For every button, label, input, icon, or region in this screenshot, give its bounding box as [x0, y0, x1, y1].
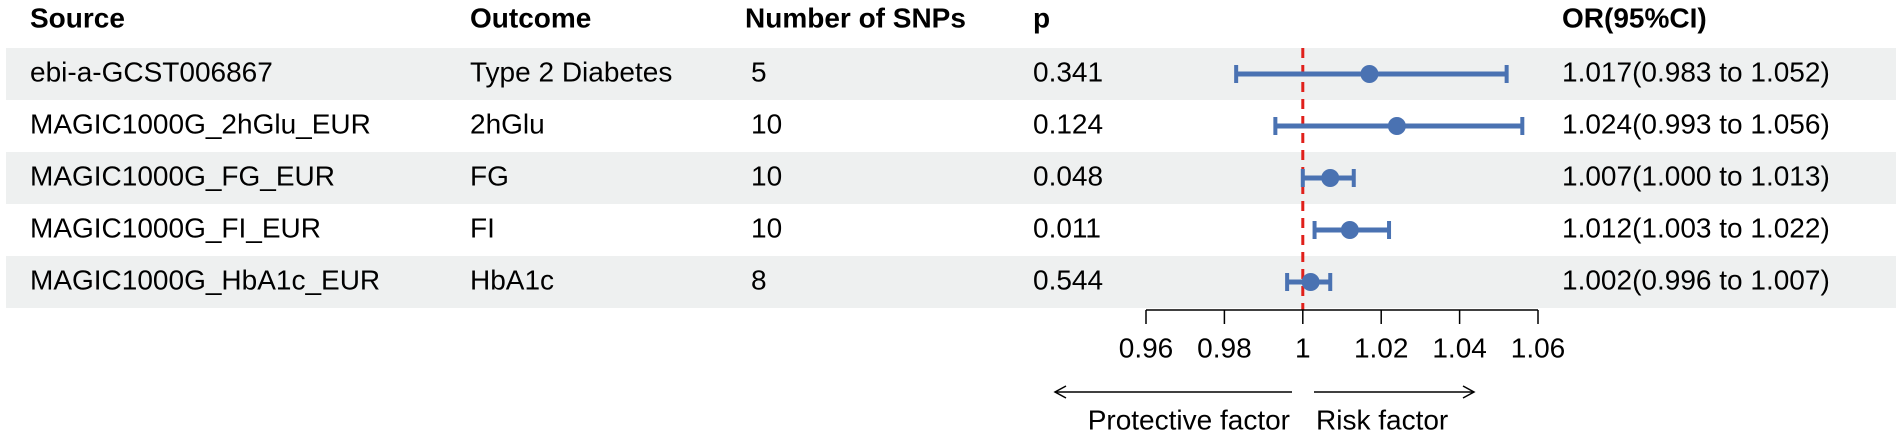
n-snps: 5 [751, 56, 767, 87]
source: MAGIC1000G_FG_EUR [30, 160, 335, 191]
source: MAGIC1000G_HbA1c_EUR [30, 264, 380, 295]
x-tick-label: 1.06 [1511, 332, 1566, 363]
header: OR(95%CI) [1562, 2, 1707, 33]
point [1321, 169, 1340, 187]
or-ci: 1.017(0.983 to 1.052) [1562, 56, 1830, 87]
or-ci: 1.007(1.000 to 1.013) [1562, 160, 1830, 191]
row-band [6, 48, 1896, 100]
header: Outcome [470, 2, 591, 33]
x-tick-label: 1 [1295, 332, 1311, 363]
arrow-head [1053, 385, 1067, 399]
outcome: FG [470, 160, 509, 191]
row-band [6, 204, 1896, 256]
row-band [6, 100, 1896, 152]
outcome: Type 2 Diabetes [470, 56, 672, 87]
n-snps: 10 [751, 212, 782, 243]
x-tick-label: 1.04 [1432, 332, 1487, 363]
point [1340, 221, 1359, 239]
axis-label: Protective factor [1088, 404, 1290, 435]
or-ci: 1.012(1.003 to 1.022) [1562, 212, 1830, 243]
outcome: FI [470, 212, 495, 243]
row-band [6, 256, 1896, 308]
n-snps: 10 [751, 160, 782, 191]
source: MAGIC1000G_FI_EUR [30, 212, 321, 243]
n-snps: 8 [751, 264, 767, 295]
p-value: 0.048 [1033, 160, 1103, 191]
p-value: 0.341 [1033, 56, 1103, 87]
outcome: HbA1c [470, 264, 554, 295]
axis-label: Risk factor [1316, 404, 1448, 435]
arrow-head [1462, 385, 1476, 399]
n-snps: 10 [751, 108, 782, 139]
point [1387, 117, 1406, 135]
outcome: 2hGlu [470, 108, 545, 139]
x-tick-label: 0.98 [1197, 332, 1252, 363]
header: Source [30, 2, 125, 33]
source: ebi-a-GCST006867 [30, 56, 273, 87]
or-ci: 1.002(0.996 to 1.007) [1562, 264, 1830, 295]
point [1360, 65, 1379, 83]
p-value: 0.011 [1033, 212, 1101, 243]
x-tick-label: 0.96 [1119, 332, 1174, 363]
p-value: 0.544 [1033, 264, 1103, 295]
p-value: 0.124 [1033, 108, 1103, 139]
source: MAGIC1000G_2hGlu_EUR [30, 108, 371, 139]
x-tick-label: 1.02 [1354, 332, 1409, 363]
point [1301, 273, 1320, 291]
or-ci: 1.024(0.993 to 1.056) [1562, 108, 1830, 139]
header: p [1033, 2, 1050, 33]
row-band [6, 152, 1896, 204]
header: Number of SNPs [745, 2, 966, 33]
